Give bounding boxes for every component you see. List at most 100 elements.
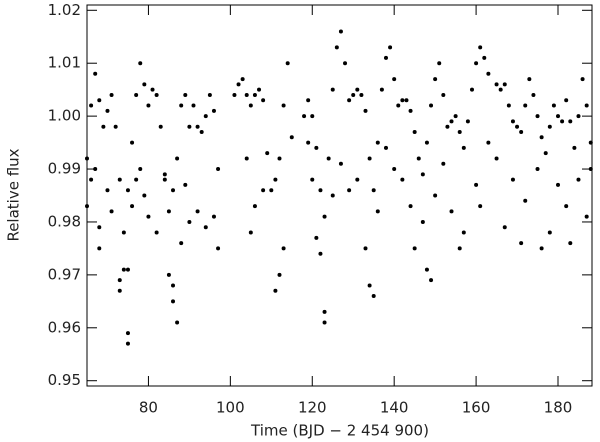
data-point [351,92,356,97]
data-point [121,267,126,272]
data-point [105,188,110,193]
x-tick-label: 80 [139,399,158,417]
data-point [412,246,417,251]
data-point [347,98,352,103]
data-point [158,124,163,129]
data-point [420,219,425,224]
data-point [97,225,102,230]
y-tick-label: 1.02 [48,1,81,19]
data-point [392,167,397,172]
data-point [424,267,429,272]
data-point [441,161,446,166]
data-point [166,209,171,214]
data-point [134,92,139,97]
data-point [318,251,323,256]
data-point [252,204,257,209]
data-point [568,119,573,124]
data-point [396,103,401,108]
data-point [179,241,184,246]
data-point [494,156,499,161]
data-point [551,103,556,108]
data-point [109,209,114,214]
data-point [261,188,266,193]
x-tick-label: 160 [462,399,491,417]
data-point [171,283,176,288]
data-point [322,309,327,314]
data-point [203,114,208,119]
data-point [85,204,89,209]
y-tick-label: 1.00 [48,107,81,125]
data-point [564,98,569,103]
data-point [539,246,544,251]
data-point [449,119,454,124]
data-point [277,156,282,161]
data-point [469,87,474,92]
data-point [408,108,413,113]
y-tick-label: 0.97 [48,265,81,283]
x-tick-label: 120 [298,399,327,417]
data-point [519,241,524,246]
x-tick-label: 100 [216,399,245,417]
data-point [572,145,577,150]
data-point [97,98,102,103]
data-point [105,108,110,113]
data-point [474,61,479,66]
x-tick-label: 180 [544,399,573,417]
data-point [588,167,593,172]
data-point [547,230,552,235]
data-point [154,92,159,97]
data-point [93,71,98,76]
data-point [523,103,528,108]
data-point [150,87,155,92]
data-point [265,151,270,156]
data-point [138,61,143,66]
data-point [383,145,388,150]
data-point [371,188,376,193]
data-point [478,204,483,209]
data-point [535,114,540,119]
data-point [252,92,257,97]
data-point [175,156,180,161]
data-point [85,156,89,161]
data-point [330,193,335,198]
data-point [515,124,520,129]
data-point [195,124,200,129]
data-point [506,103,511,108]
data-point [429,278,434,283]
data-point [203,225,208,230]
data-point [388,45,393,50]
data-point [89,177,94,182]
data-point [195,209,200,214]
data-point [289,135,294,140]
plot-frame [86,4,593,387]
y-tick-label: 0.95 [48,371,81,389]
data-point [232,92,237,97]
x-axis-label: Time (BJD − 2 454 900) [250,422,429,440]
data-point [142,82,147,87]
data-point [392,77,397,82]
data-point [236,82,241,87]
data-point [130,140,135,145]
data-point [211,214,216,219]
data-point [560,119,565,124]
data-point [510,119,515,124]
data-point [171,188,176,193]
data-point [314,235,319,240]
data-point [146,103,151,108]
data-point [322,214,327,219]
data-point [519,130,524,134]
data-point [433,77,438,82]
data-point [281,103,286,108]
data-point [248,230,253,235]
data-point [543,151,548,156]
data-point [166,272,171,277]
data-point [502,82,507,87]
data-point [445,124,450,129]
data-point [207,92,212,97]
data-point [187,124,192,129]
data-point [125,341,130,346]
data-point [310,114,315,119]
data-point [556,114,561,119]
data-point [277,272,282,277]
